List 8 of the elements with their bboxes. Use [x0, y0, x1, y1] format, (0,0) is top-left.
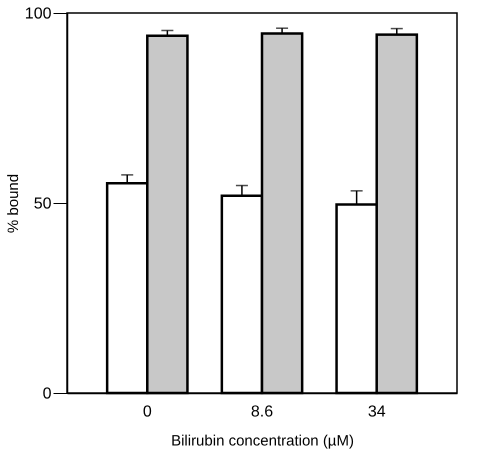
x-tick-label: 0 — [142, 404, 152, 420]
x-tick-label: 34 — [368, 404, 386, 420]
y-axis-title: % bound — [4, 174, 22, 234]
y-tick-label: 50 — [34, 196, 52, 212]
x-tick-label: 8.6 — [250, 404, 274, 420]
y-tick-label: 100 — [24, 6, 52, 22]
y-tick-label: 0 — [42, 386, 52, 402]
x-axis-title: Bilirubin concentration (µM) — [171, 432, 354, 450]
